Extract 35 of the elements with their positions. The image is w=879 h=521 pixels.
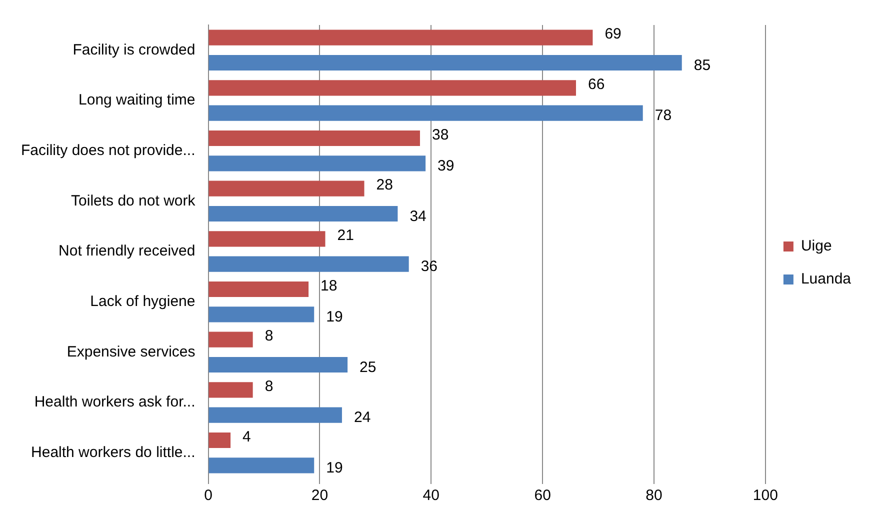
x-tick-label: 80: [646, 487, 662, 504]
legend-label: Luanda: [800, 270, 852, 288]
y-tick-label: Expensive services: [66, 343, 196, 360]
x-tick-label: 0: [204, 487, 212, 504]
x-tick-label: 100: [752, 487, 778, 504]
data-label: 36: [420, 258, 438, 276]
data-label: 66: [588, 76, 605, 94]
data-label: 78: [654, 107, 672, 124]
y-tick-label: Toilets do not work: [71, 192, 196, 210]
data-label: 28: [376, 176, 393, 194]
y-tick-label: Facility is crowded: [72, 41, 196, 58]
data-label: 24: [354, 409, 371, 426]
x-tick-label: 40: [422, 487, 440, 504]
legend-label: Uige: [800, 238, 832, 255]
data-label: 69: [604, 26, 622, 43]
data-label: 18: [320, 277, 338, 294]
y-tick-label: Health workers do little...: [31, 444, 196, 461]
y-tick-label: Not friendly received: [58, 242, 196, 260]
data-label: 38: [432, 126, 449, 144]
y-tick-label: Health workers ask for...: [34, 394, 196, 411]
y-tick-label: Long waiting time: [78, 92, 196, 109]
y-tick-label: Facility does not provide...: [20, 142, 196, 159]
data-label: 4: [242, 428, 251, 446]
data-label: 34: [410, 208, 426, 225]
y-tick-label: Lack of hygiene: [90, 292, 196, 310]
data-label: 19: [326, 308, 343, 326]
data-label: 19: [326, 460, 343, 477]
data-label: 85: [694, 56, 711, 74]
data-label: 21: [337, 227, 354, 244]
x-tick-label: 60: [534, 487, 551, 504]
x-tick-label: 20: [311, 487, 328, 504]
data-label: 8: [264, 328, 274, 345]
data-label: 25: [360, 358, 376, 376]
data-label: 8: [264, 378, 274, 396]
data-label: 39: [438, 158, 454, 175]
